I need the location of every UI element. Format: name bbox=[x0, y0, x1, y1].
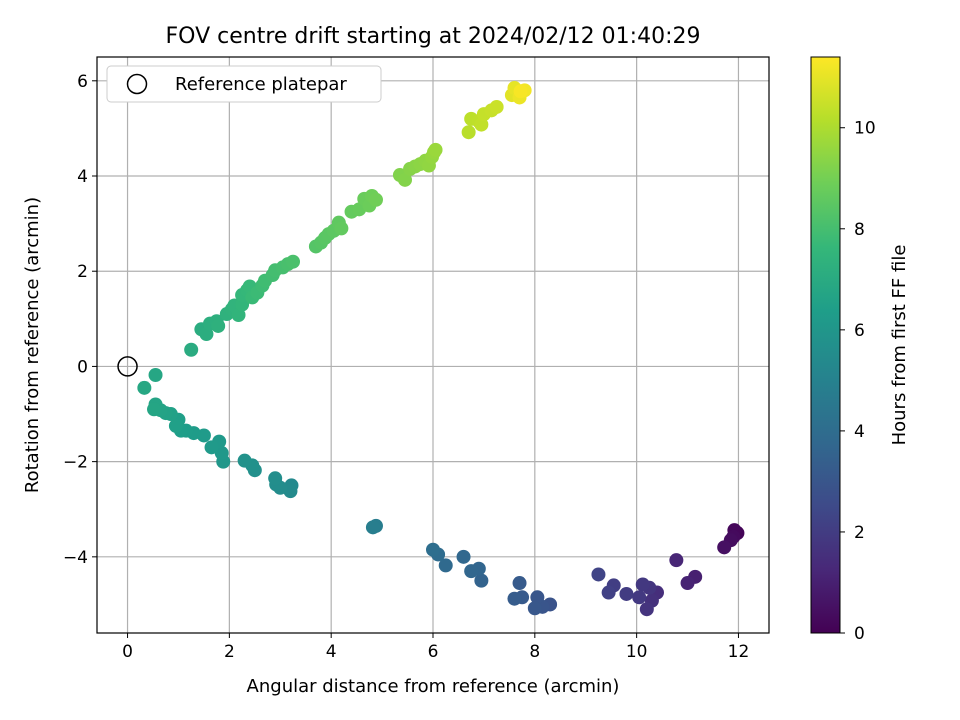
y-tick-label: −4 bbox=[63, 548, 88, 568]
data-point bbox=[717, 540, 732, 555]
colorbar-tick-label: 6 bbox=[854, 321, 865, 341]
y-tick-label: 6 bbox=[77, 72, 88, 92]
data-point bbox=[147, 402, 162, 417]
data-point bbox=[268, 471, 283, 486]
y-tick-label: 2 bbox=[77, 262, 88, 282]
data-point bbox=[464, 564, 479, 579]
legend-label: Reference platepar bbox=[175, 74, 347, 95]
y-tick-label: −2 bbox=[63, 453, 88, 473]
chart-title: FOV centre drift starting at 2024/02/12 … bbox=[166, 24, 701, 49]
data-point bbox=[474, 117, 489, 132]
x-tick-label: 8 bbox=[529, 642, 540, 662]
data-point bbox=[619, 586, 634, 601]
x-axis-ticks: 0 2 4 6 8 10 12 bbox=[122, 633, 749, 662]
x-tick-label: 12 bbox=[728, 642, 750, 662]
colorbar-tick-label: 4 bbox=[854, 422, 865, 442]
colorbar: 0 2 4 6 8 10 Hours from first FF file bbox=[810, 56, 910, 644]
data-point bbox=[456, 549, 471, 564]
data-point bbox=[601, 585, 616, 600]
data-point bbox=[368, 192, 383, 207]
data-point bbox=[461, 125, 476, 140]
data-point bbox=[211, 318, 226, 333]
data-point bbox=[489, 99, 504, 114]
data-point bbox=[168, 418, 183, 433]
data-point bbox=[635, 577, 650, 592]
x-tick-label: 4 bbox=[326, 642, 337, 662]
legend-box bbox=[106, 65, 382, 103]
data-point bbox=[632, 590, 647, 605]
colorbar-gradient bbox=[810, 56, 841, 634]
data-point bbox=[204, 440, 219, 455]
data-point bbox=[591, 567, 606, 582]
y-tick-label: 4 bbox=[77, 167, 88, 187]
data-point bbox=[334, 221, 349, 236]
y-axis-ticks: −4 −2 0 2 4 6 bbox=[63, 72, 97, 568]
data-point bbox=[527, 601, 542, 616]
x-axis-label: Angular distance from reference (arcmin) bbox=[247, 676, 620, 697]
legend-marker bbox=[126, 73, 148, 95]
x-tick-label: 2 bbox=[224, 642, 235, 662]
data-point bbox=[365, 520, 380, 535]
y-tick-label: 0 bbox=[77, 357, 88, 377]
colorbar-tick-label: 8 bbox=[854, 220, 865, 240]
legend: Reference platepar bbox=[106, 65, 382, 103]
data-point bbox=[639, 602, 654, 617]
data-point bbox=[426, 542, 440, 557]
x-tick-label: 0 bbox=[122, 642, 133, 662]
x-tick-label: 10 bbox=[626, 642, 648, 662]
data-point bbox=[513, 84, 528, 99]
colorbar-tick-label: 10 bbox=[854, 119, 876, 139]
data-point bbox=[530, 590, 545, 605]
data-point bbox=[237, 453, 252, 468]
data-point bbox=[398, 172, 412, 187]
data-point bbox=[137, 380, 152, 395]
data-point bbox=[512, 576, 527, 591]
data-point bbox=[214, 446, 229, 461]
data-point bbox=[184, 342, 199, 357]
colorbar-label: Hours from first FF file bbox=[889, 245, 910, 446]
y-axis-label: Rotation from reference (arcmin) bbox=[22, 197, 43, 493]
data-point bbox=[438, 558, 453, 573]
data-point bbox=[428, 142, 443, 157]
data-point bbox=[148, 367, 163, 382]
grid bbox=[97, 57, 769, 633]
data-point bbox=[680, 576, 695, 591]
data-point bbox=[669, 553, 684, 568]
data-point bbox=[286, 254, 300, 269]
colorbar-tick-label: 0 bbox=[854, 624, 865, 644]
data-points bbox=[137, 80, 745, 617]
data-point bbox=[474, 573, 489, 588]
x-tick-label: 6 bbox=[428, 642, 439, 662]
colorbar-tick-label: 2 bbox=[854, 523, 865, 543]
colorbar-ticks: 0 2 4 6 8 10 bbox=[840, 119, 876, 644]
data-point bbox=[507, 591, 522, 606]
reference-marker bbox=[117, 356, 138, 377]
